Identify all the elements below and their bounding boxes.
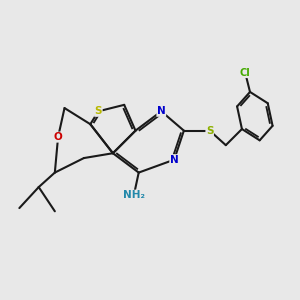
Text: Cl: Cl (240, 68, 250, 78)
Text: NH₂: NH₂ (123, 190, 145, 200)
Text: N: N (157, 106, 166, 116)
Text: O: O (54, 132, 62, 142)
Text: S: S (94, 106, 102, 116)
Text: N: N (170, 155, 178, 165)
Text: S: S (206, 126, 213, 136)
